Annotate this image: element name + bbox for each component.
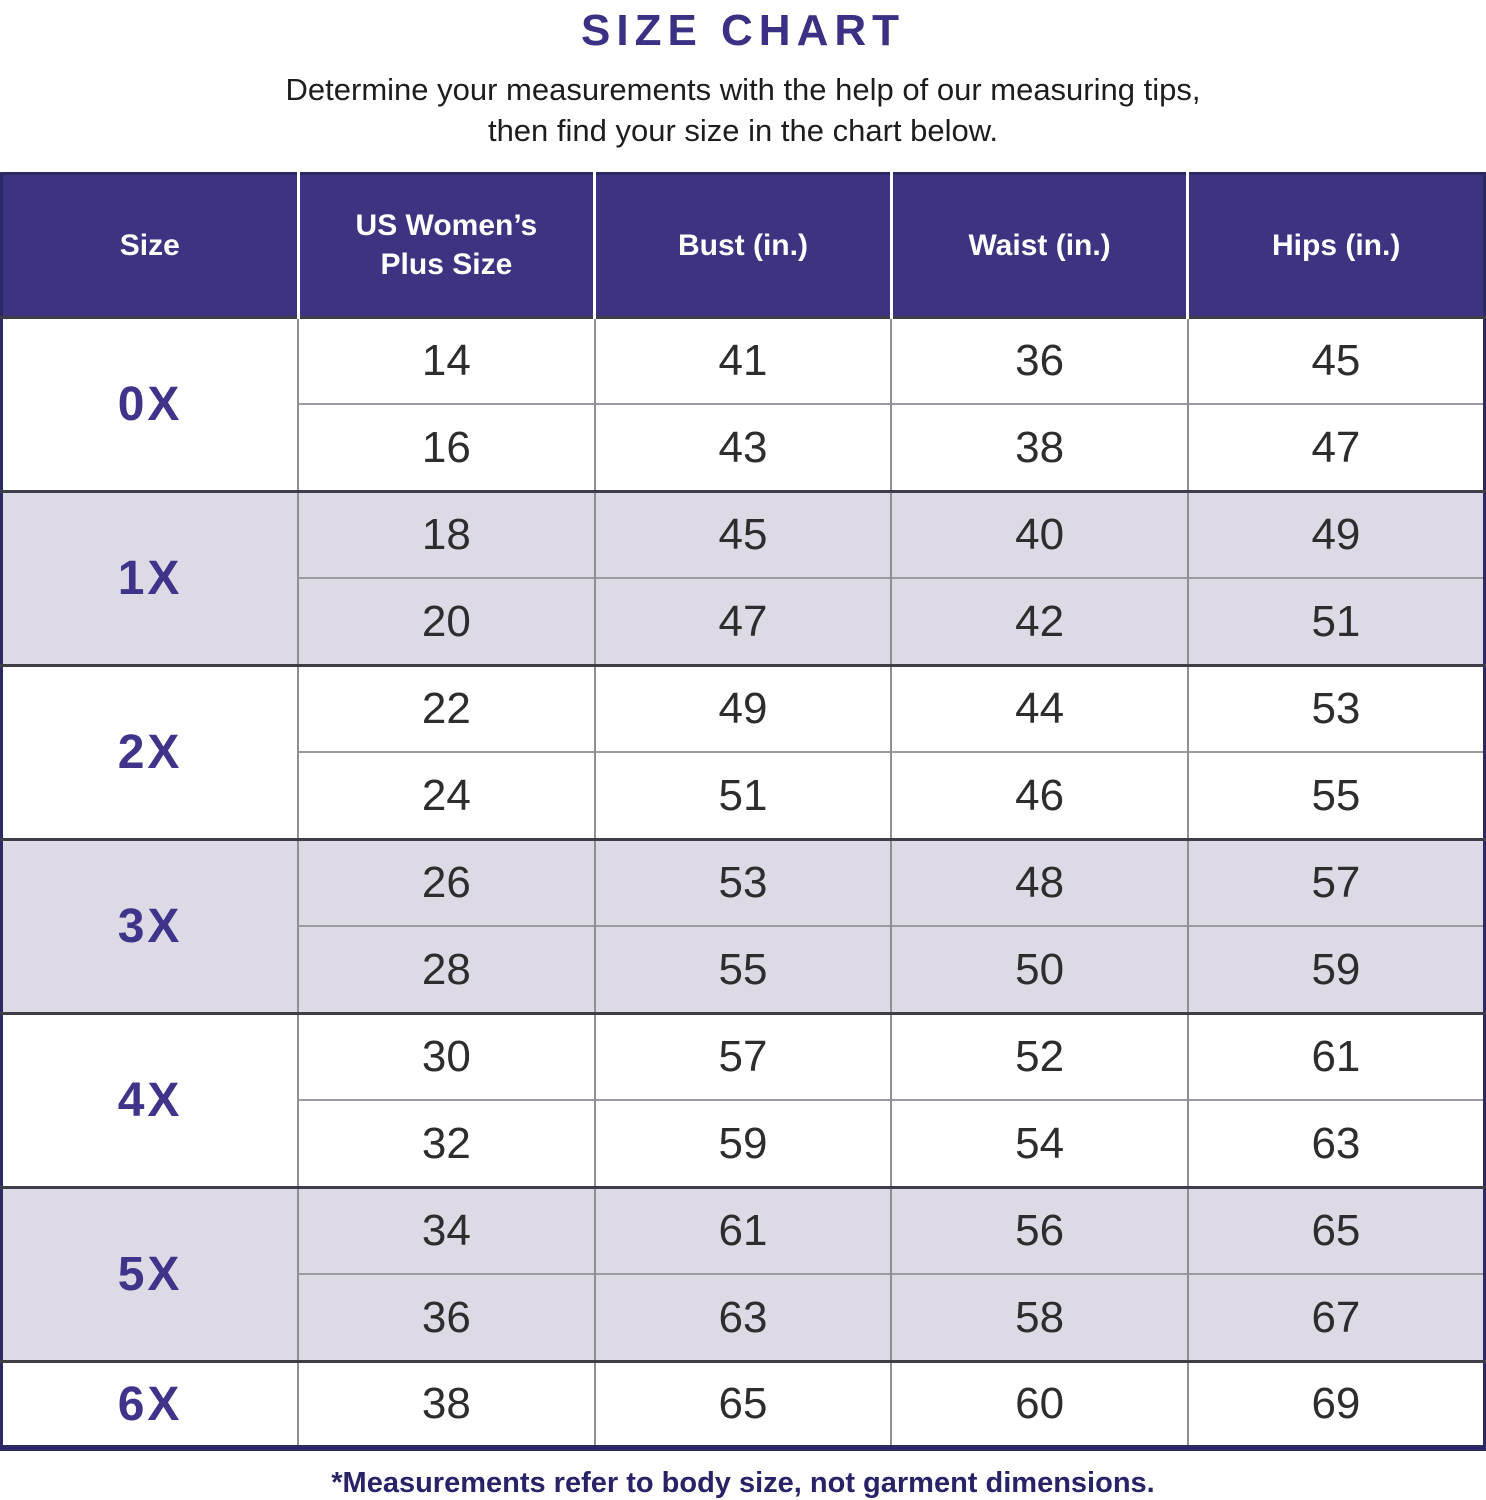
data-cell: 65 [1186,1185,1485,1275]
data-cell: 18 [297,489,595,579]
size-label-4x: 4X [1,1011,299,1188]
data-cell: 56 [890,1185,1188,1275]
data-cell: 41 [593,315,892,405]
data-cell: 45 [1186,315,1485,405]
table-row: 0X 14 41 36 45 [1,315,1485,492]
table-row: 24 51 46 55 [2,751,1485,840]
data-cell: 55 [1186,751,1485,840]
size-label-2x: 2X [1,663,299,840]
data-cell: 59 [593,1099,892,1188]
data-cell: 51 [1186,577,1485,666]
size-label-3x: 3X [1,837,299,1014]
table-header: Size US Women’s Plus Size Bust (in.) Wai… [1,173,1485,318]
data-cell: 14 [297,315,595,405]
data-cell: 60 [890,1359,1188,1449]
data-cell: 50 [890,925,1188,1014]
data-cell: 30 [297,1011,595,1101]
column-header-hips: Hips (in.) [1186,173,1485,318]
size-label-5x: 5X [1,1185,299,1362]
page-title: SIZE CHART [581,6,905,55]
data-cell: 42 [890,577,1188,666]
column-header-bust: Bust (in.) [593,173,892,318]
data-cell: 49 [1186,489,1485,579]
data-cell: 55 [593,925,892,1014]
data-cell: 51 [593,751,892,840]
column-header-label: Bust (in.) [677,228,808,262]
data-cell: 44 [890,663,1188,753]
size-chart-table: Size US Women’s Plus Size Bust (in.) Wai… [0,171,1486,1452]
data-cell: 69 [1186,1359,1485,1449]
data-cell: 54 [890,1099,1188,1188]
data-cell: 59 [1186,925,1485,1014]
page-subtitle: Determine your measurements with the hel… [0,70,1486,152]
table-row: 16 43 38 47 [2,403,1485,492]
data-cell: 57 [1186,837,1485,927]
column-header-us-plus-size: US Women’s Plus Size [296,173,595,318]
data-cell: 46 [890,751,1188,840]
table-row: 4X 30 57 52 61 [1,1011,1485,1188]
data-cell: 47 [593,577,892,666]
column-header-size: Size [1,173,299,318]
data-cell: 28 [297,925,595,1014]
data-cell: 38 [297,1359,595,1449]
data-cell: 52 [890,1011,1188,1101]
table-row: 1X 18 45 40 49 [1,489,1485,666]
column-header-label: Waist (in.) [968,228,1111,262]
data-cell: 63 [1186,1099,1485,1188]
table-row: 2X 22 49 44 53 [1,663,1485,840]
size-label-6x: 6X [1,1359,299,1449]
table-row: 3X 26 53 48 57 [1,837,1485,1014]
data-cell: 61 [593,1185,892,1275]
size-label-0x: 0X [1,315,299,492]
table-body: 0X 14 41 36 45 16 43 38 47 1X 18 45 40 4… [1,315,1485,1449]
data-cell: 22 [297,663,595,753]
data-cell: 32 [297,1099,595,1188]
data-cell: 36 [297,1273,595,1362]
data-cell: 48 [890,837,1188,927]
data-cell: 45 [593,489,892,579]
header-row: Size US Women’s Plus Size Bust (in.) Wai… [1,173,1485,318]
data-cell: 53 [1186,663,1485,753]
data-cell: 26 [297,837,595,927]
data-cell: 67 [1186,1273,1485,1362]
column-header-label: Size [119,228,180,262]
data-cell: 40 [890,489,1188,579]
size-label-1x: 1X [1,489,299,666]
data-cell: 65 [593,1359,892,1449]
table-row: 5X 34 61 56 65 [1,1185,1485,1362]
data-cell: 49 [593,663,892,753]
data-cell: 16 [297,403,595,492]
column-header-label: US Women’s Plus Size [355,209,538,282]
table-row: 32 59 54 63 [2,1099,1485,1188]
data-cell: 47 [1186,403,1485,492]
data-cell: 38 [890,403,1188,492]
subtitle-line-2: then find your size in the chart below. [487,112,999,148]
data-cell: 63 [593,1273,892,1362]
subtitle-line-1: Determine your measurements with the hel… [285,72,1201,107]
data-cell: 61 [1186,1011,1485,1101]
table-row: 6X 38 65 60 69 [1,1359,1485,1449]
data-cell: 36 [890,315,1188,405]
column-header-waist: Waist (in.) [889,173,1188,318]
data-cell: 34 [297,1185,595,1275]
measurement-footnote: *Measurements refer to body size, not ga… [331,1467,1155,1500]
data-cell: 43 [593,403,892,492]
column-header-label: Hips (in.) [1272,228,1401,262]
table-row: 36 63 58 67 [2,1273,1485,1362]
data-cell: 24 [297,751,595,840]
data-cell: 20 [297,577,595,666]
table-row: 28 55 50 59 [2,925,1485,1014]
data-cell: 58 [890,1273,1188,1362]
data-cell: 53 [593,837,892,927]
table-row: 20 47 42 51 [2,577,1485,666]
data-cell: 57 [593,1011,892,1101]
